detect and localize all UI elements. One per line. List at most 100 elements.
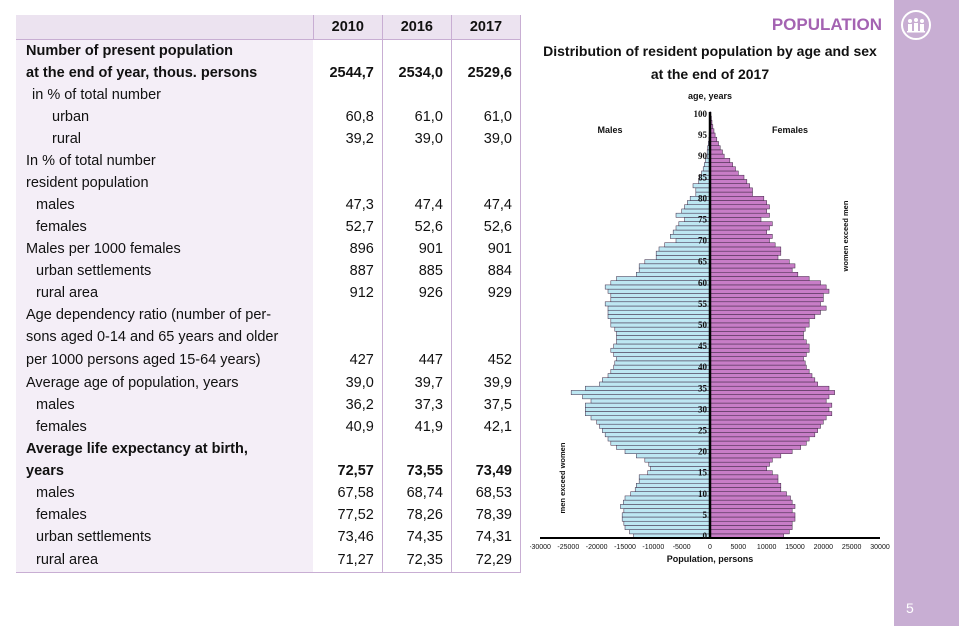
cell-value-2010: 71,27 [313, 548, 383, 573]
table-row: Number of present population [16, 39, 522, 62]
male-bar [616, 339, 711, 345]
x-tick-label: 5000 [731, 544, 747, 551]
female-bar [709, 234, 773, 239]
age-tick-label: 50 [698, 320, 708, 330]
age-axis-label: age, years [688, 91, 732, 101]
cell-value-2010: 77,52 [313, 504, 383, 526]
chart-title: Distribution of resident population by a… [530, 40, 890, 86]
row-label: females [16, 504, 314, 526]
row-label: Age dependency ratio (number of per- [16, 304, 314, 326]
cell-value-2017 [451, 326, 522, 348]
chart-title-line2: at the end of 2017 [650, 66, 770, 82]
row-label: in % of total number [16, 84, 314, 106]
cell-value-2016 [382, 84, 452, 106]
age-tick-label: 40 [698, 362, 708, 372]
cell-value-2016: 68,74 [382, 482, 452, 504]
female-bar [709, 255, 779, 260]
female-bar [709, 356, 804, 362]
crowd-logo-icon [901, 10, 931, 40]
female-bar [709, 242, 776, 248]
cell-value-2016: 2534,0 [382, 62, 452, 84]
table-row: Average age of population, years 39,0 39,7… [16, 372, 522, 394]
male-bar [570, 390, 711, 395]
male-bar [644, 457, 711, 463]
male-bar [607, 288, 711, 294]
male-bar [607, 314, 711, 319]
age-tick-label: 55 [698, 299, 708, 309]
table-row: sons aged 0-14 and 65 years and older [16, 326, 522, 348]
row-label: males [16, 482, 314, 504]
female-bar [709, 461, 770, 467]
male-bar [621, 512, 711, 518]
male-bar [604, 284, 711, 290]
cell-value-2016: 926 [382, 282, 452, 304]
section-title: POPULATION [771, 15, 882, 34]
table-header-cell: 2016 [382, 15, 452, 40]
x-tick-label: -30000 [530, 544, 551, 551]
female-bar [709, 326, 806, 332]
female-bar [709, 385, 830, 391]
female-bar [709, 309, 821, 315]
cell-value-2010: 887 [313, 260, 383, 282]
male-bar [695, 187, 711, 193]
female-bar [709, 272, 799, 277]
cell-value-2016: 52,6 [382, 216, 452, 238]
female-bar [709, 284, 827, 290]
cell-value-2017 [451, 39, 522, 62]
male-bar [613, 364, 711, 370]
female-bar [709, 347, 810, 353]
female-bar [709, 525, 793, 530]
male-bar [614, 326, 711, 332]
female-bar [709, 162, 733, 167]
row-label: per 1000 persons aged 15-64 years) [16, 348, 314, 372]
female-bar [709, 196, 765, 201]
age-tick-label: 75 [698, 215, 708, 225]
female-bar [709, 499, 793, 505]
row-label: males [16, 394, 314, 416]
male-bar [607, 305, 711, 311]
cell-value-2016: 39,7 [382, 372, 452, 394]
female-bar [709, 293, 824, 298]
female-bar [709, 360, 806, 366]
age-tick-label: 95 [698, 130, 708, 140]
female-bar [709, 512, 796, 518]
row-label: urban [16, 106, 314, 128]
female-bar [709, 474, 779, 480]
cell-value-2010: 912 [313, 282, 383, 304]
male-bar [648, 461, 711, 467]
table-row: at the end of year, thous. persons 2544,7… [16, 62, 522, 84]
males-label: Males [597, 125, 622, 135]
age-tick-label: 5 [703, 510, 708, 520]
female-bar [709, 411, 833, 416]
female-bar [709, 297, 824, 303]
male-bar [675, 225, 711, 231]
cell-value-2017: 73,49 [451, 460, 522, 482]
cell-value-2016: 72,35 [382, 548, 452, 573]
page-number: 5 [906, 600, 914, 616]
row-label: In % of total number [16, 150, 314, 172]
male-bar [616, 356, 711, 362]
female-bar [709, 491, 787, 497]
table-row: per 1000 persons aged 15-64 years) 427 447… [16, 348, 522, 372]
cell-value-2017 [451, 304, 522, 326]
male-bar [610, 440, 711, 446]
cell-value-2010: 73,46 [313, 526, 383, 548]
male-bar [684, 204, 711, 210]
age-tick-label: 45 [698, 341, 708, 351]
age-tick-label: 35 [698, 383, 708, 393]
table-row: females 77,52 78,26 78,39 [16, 504, 522, 526]
female-bar [709, 250, 782, 256]
table-header-cell: 2010 [313, 15, 383, 40]
male-bar [602, 377, 711, 383]
male-bar [604, 301, 711, 307]
female-bar [709, 267, 793, 273]
male-bar [620, 504, 711, 509]
cell-value-2016 [382, 438, 452, 460]
male-bar [613, 343, 711, 349]
female-bar [709, 369, 810, 374]
female-bar [709, 436, 810, 442]
female-bar [709, 398, 827, 404]
cell-value-2016: 41,9 [382, 416, 452, 438]
table-row: Age dependency ratio (number of per- [16, 304, 522, 326]
row-label: rural [16, 128, 314, 150]
